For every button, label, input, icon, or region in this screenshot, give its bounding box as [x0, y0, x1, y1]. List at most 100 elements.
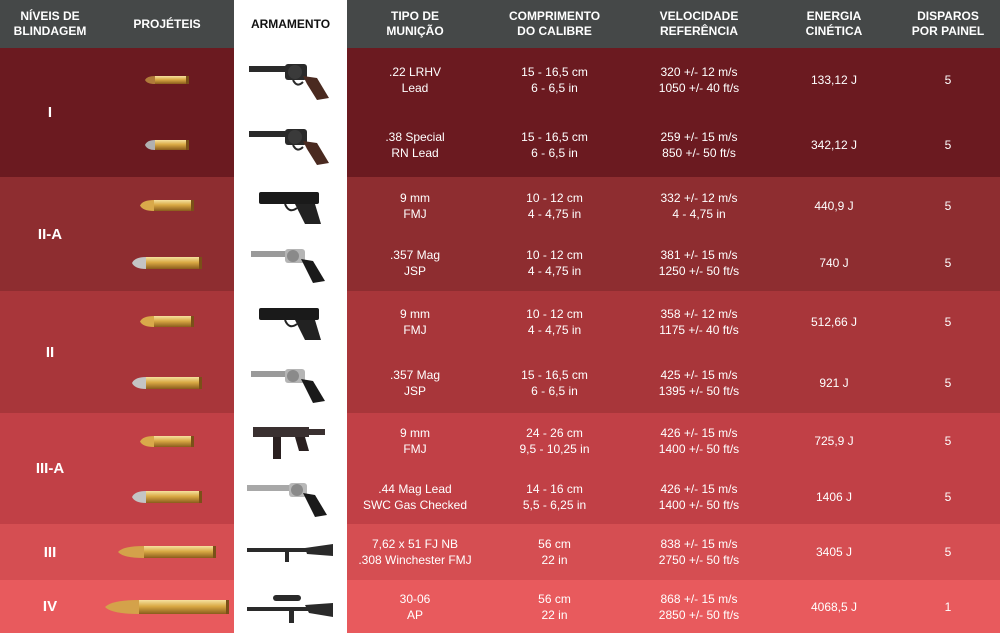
shots-cell: 5 [896, 291, 1000, 352]
caliber-length-cell: 56 cm 22 in [483, 524, 626, 580]
velocity-cell-vel1: 868 +/- 15 m/s [660, 591, 738, 606]
energy-cell: 133,12 J [772, 48, 896, 112]
ammo-type-cell-ammo1: 30-06 [399, 591, 431, 606]
caliber-length-cell-len1: 10 - 12 cm [526, 306, 583, 321]
caliber-length-cell-len2: 4 - 4,75 in [527, 206, 582, 221]
pistol-icon [259, 191, 321, 224]
energy-cell-energy: 342,12 J [810, 137, 858, 152]
level-label: I [47, 104, 53, 121]
ammo-type-cell-ammo1: .357 Mag [389, 367, 441, 382]
shots-cell: 5 [896, 177, 1000, 234]
velocity-cell: 426 +/- 15 m/s 1400 +/- 50 ft/s [626, 413, 772, 469]
caliber-length-cell-len1: 56 cm [538, 537, 571, 551]
ammo-type-cell-ammo1: 9 mm [400, 190, 430, 205]
band-i: I [0, 48, 1000, 177]
ammo-type-cell: 9 mm FMJ [347, 177, 483, 234]
level-label: III-A [35, 460, 65, 477]
ammo-type-cell-ammo2: Lead [401, 81, 429, 95]
header-ammo-type: TIPO DE MUNIÇÃO [386, 9, 444, 38]
level-label: IV [42, 598, 58, 615]
shots-cell: 5 [896, 469, 1000, 524]
caliber-length-cell-len1: 10 - 12 cm [526, 247, 583, 262]
energy-cell: 1406 J [772, 469, 896, 524]
ammo-type-cell-ammo1: .38 Special [385, 129, 445, 144]
shots-cell-shots: 5 [944, 198, 952, 213]
revolver-long-icon [247, 482, 327, 517]
velocity-cell-vel1: 425 +/- 15 m/s [660, 367, 738, 382]
velocity-cell-vel2: 1400 +/- 50 ft/s [658, 442, 740, 456]
projectile-medium-icon [140, 435, 194, 447]
shots-cell-shots: 5 [944, 137, 952, 152]
ammo-type-cell-ammo2: AP [406, 607, 423, 622]
caliber-length-cell: 15 - 16,5 cm 6 - 6,5 in [483, 112, 626, 177]
caliber-length-cell-len1: 24 - 26 cm [526, 426, 583, 440]
caliber-length-cell-len2: 6 - 6,5 in [531, 145, 578, 160]
band-iii-a: III-A [0, 413, 1000, 524]
energy-cell: 342,12 J [772, 112, 896, 177]
shots-cell-shots: 1 [944, 599, 952, 614]
velocity-cell-vel2: 850 +/- 50 ft/s [662, 145, 736, 160]
velocity-cell-vel1: 259 +/- 15 m/s [660, 129, 738, 144]
shots-cell-shots: 5 [944, 434, 952, 448]
ammo-type-cell: .22 LRHV Lead [347, 48, 483, 112]
ammo-type-cell: .357 Mag JSP [347, 352, 483, 413]
revolver-dark-icon [249, 128, 329, 165]
header-reference-velocity: VELOCIDADE REFERÊNCIA [659, 9, 739, 38]
caliber-length-cell: 10 - 12 cm 4 - 4,75 in [483, 177, 626, 234]
ammo-type-cell-ammo2: SWC Gas Checked [362, 497, 468, 512]
ammo-type-cell-ammo2: RN Lead [391, 145, 439, 160]
velocity-cell: 358 +/- 12 m/s 1175 +/- 40 ft/s [626, 291, 772, 352]
shots-cell: 5 [896, 234, 1000, 291]
velocity-cell-vel1: 332 +/- 12 m/s [660, 190, 738, 205]
velocity-cell-vel1: 381 +/- 15 m/s [660, 247, 738, 262]
rifle-icon [247, 544, 333, 562]
header-level: NÍVEIS DE BLINDAGEM [13, 9, 87, 38]
velocity-cell-vel1: 358 +/- 12 m/s [660, 306, 738, 321]
projectile-long-icon [132, 376, 202, 389]
energy-cell: 725,9 J [772, 413, 896, 469]
velocity-cell-vel1: 426 +/- 15 m/s [660, 481, 738, 496]
shots-cell-shots: 5 [944, 375, 952, 390]
caliber-length-cell: 10 - 12 cm 4 - 4,75 in [483, 234, 626, 291]
ammo-type-cell-ammo1: .357 Mag [389, 247, 441, 262]
energy-cell: 512,66 J [772, 291, 896, 352]
header-shots-per-panel: DISPAROS POR PAINEL [911, 9, 985, 38]
revolver-silver-icon [251, 248, 325, 283]
shots-cell: 5 [896, 48, 1000, 112]
ammo-type-cell: 9 mm FMJ [347, 291, 483, 352]
ammo-type-cell-ammo1: 7,62 x 51 FJ NB [371, 537, 459, 551]
velocity-cell-vel2: 4 - 4,75 in [672, 206, 726, 221]
caliber-length-cell-len2: 22 in [541, 553, 568, 567]
projectile-medium-icon [140, 200, 194, 211]
caliber-length-cell-len1: 56 cm [538, 591, 571, 606]
energy-cell-energy: 740 J [819, 255, 849, 270]
caliber-length-cell: 24 - 26 cm 9,5 - 10,25 in [483, 413, 626, 469]
revolver-dark-icon [249, 64, 329, 100]
velocity-cell-vel1: 320 +/- 12 m/s [660, 65, 738, 79]
caliber-length-cell-len2: 9,5 - 10,25 in [519, 442, 590, 456]
shots-cell: 1 [896, 580, 1000, 633]
velocity-cell-vel2: 1175 +/- 40 ft/s [659, 322, 739, 337]
energy-cell-energy: 725,9 J [814, 434, 854, 448]
energy-cell-energy: 512,66 J [810, 314, 858, 329]
energy-cell-energy: 921 J [819, 375, 849, 390]
ammo-type-cell-ammo2: JSP [403, 383, 426, 398]
ammo-type-cell-ammo2: .308 Winchester FMJ [358, 553, 472, 567]
ammo-type-cell-ammo1: .44 Mag Lead [378, 481, 452, 496]
caliber-length-cell-len1: 15 - 16,5 cm [521, 367, 588, 382]
caliber-length-cell: 15 - 16,5 cm 6 - 6,5 in [483, 352, 626, 413]
ammo-type-cell: .44 Mag Lead SWC Gas Checked [347, 469, 483, 524]
caliber-length-cell-len2: 5,5 - 6,25 in [522, 497, 587, 512]
caliber-length-cell: 10 - 12 cm 4 - 4,75 in [483, 291, 626, 352]
caliber-length-cell-len2: 22 in [541, 607, 568, 622]
shots-cell-shots: 5 [944, 73, 952, 87]
velocity-cell: 838 +/- 15 m/s 2750 +/- 50 ft/s [626, 524, 772, 580]
ammo-type-cell: .38 Special RN Lead [347, 112, 483, 177]
caliber-length-cell: 56 cm 22 in [483, 580, 626, 633]
ammo-type-cell: 30-06 AP [347, 580, 483, 633]
velocity-cell: 425 +/- 15 m/s 1395 +/- 50 ft/s [626, 352, 772, 413]
energy-cell-energy: 3405 J [815, 545, 853, 559]
header-projectiles: PROJÉTEIS [133, 16, 201, 31]
caliber-length-cell-len1: 14 - 16 cm [526, 481, 583, 496]
